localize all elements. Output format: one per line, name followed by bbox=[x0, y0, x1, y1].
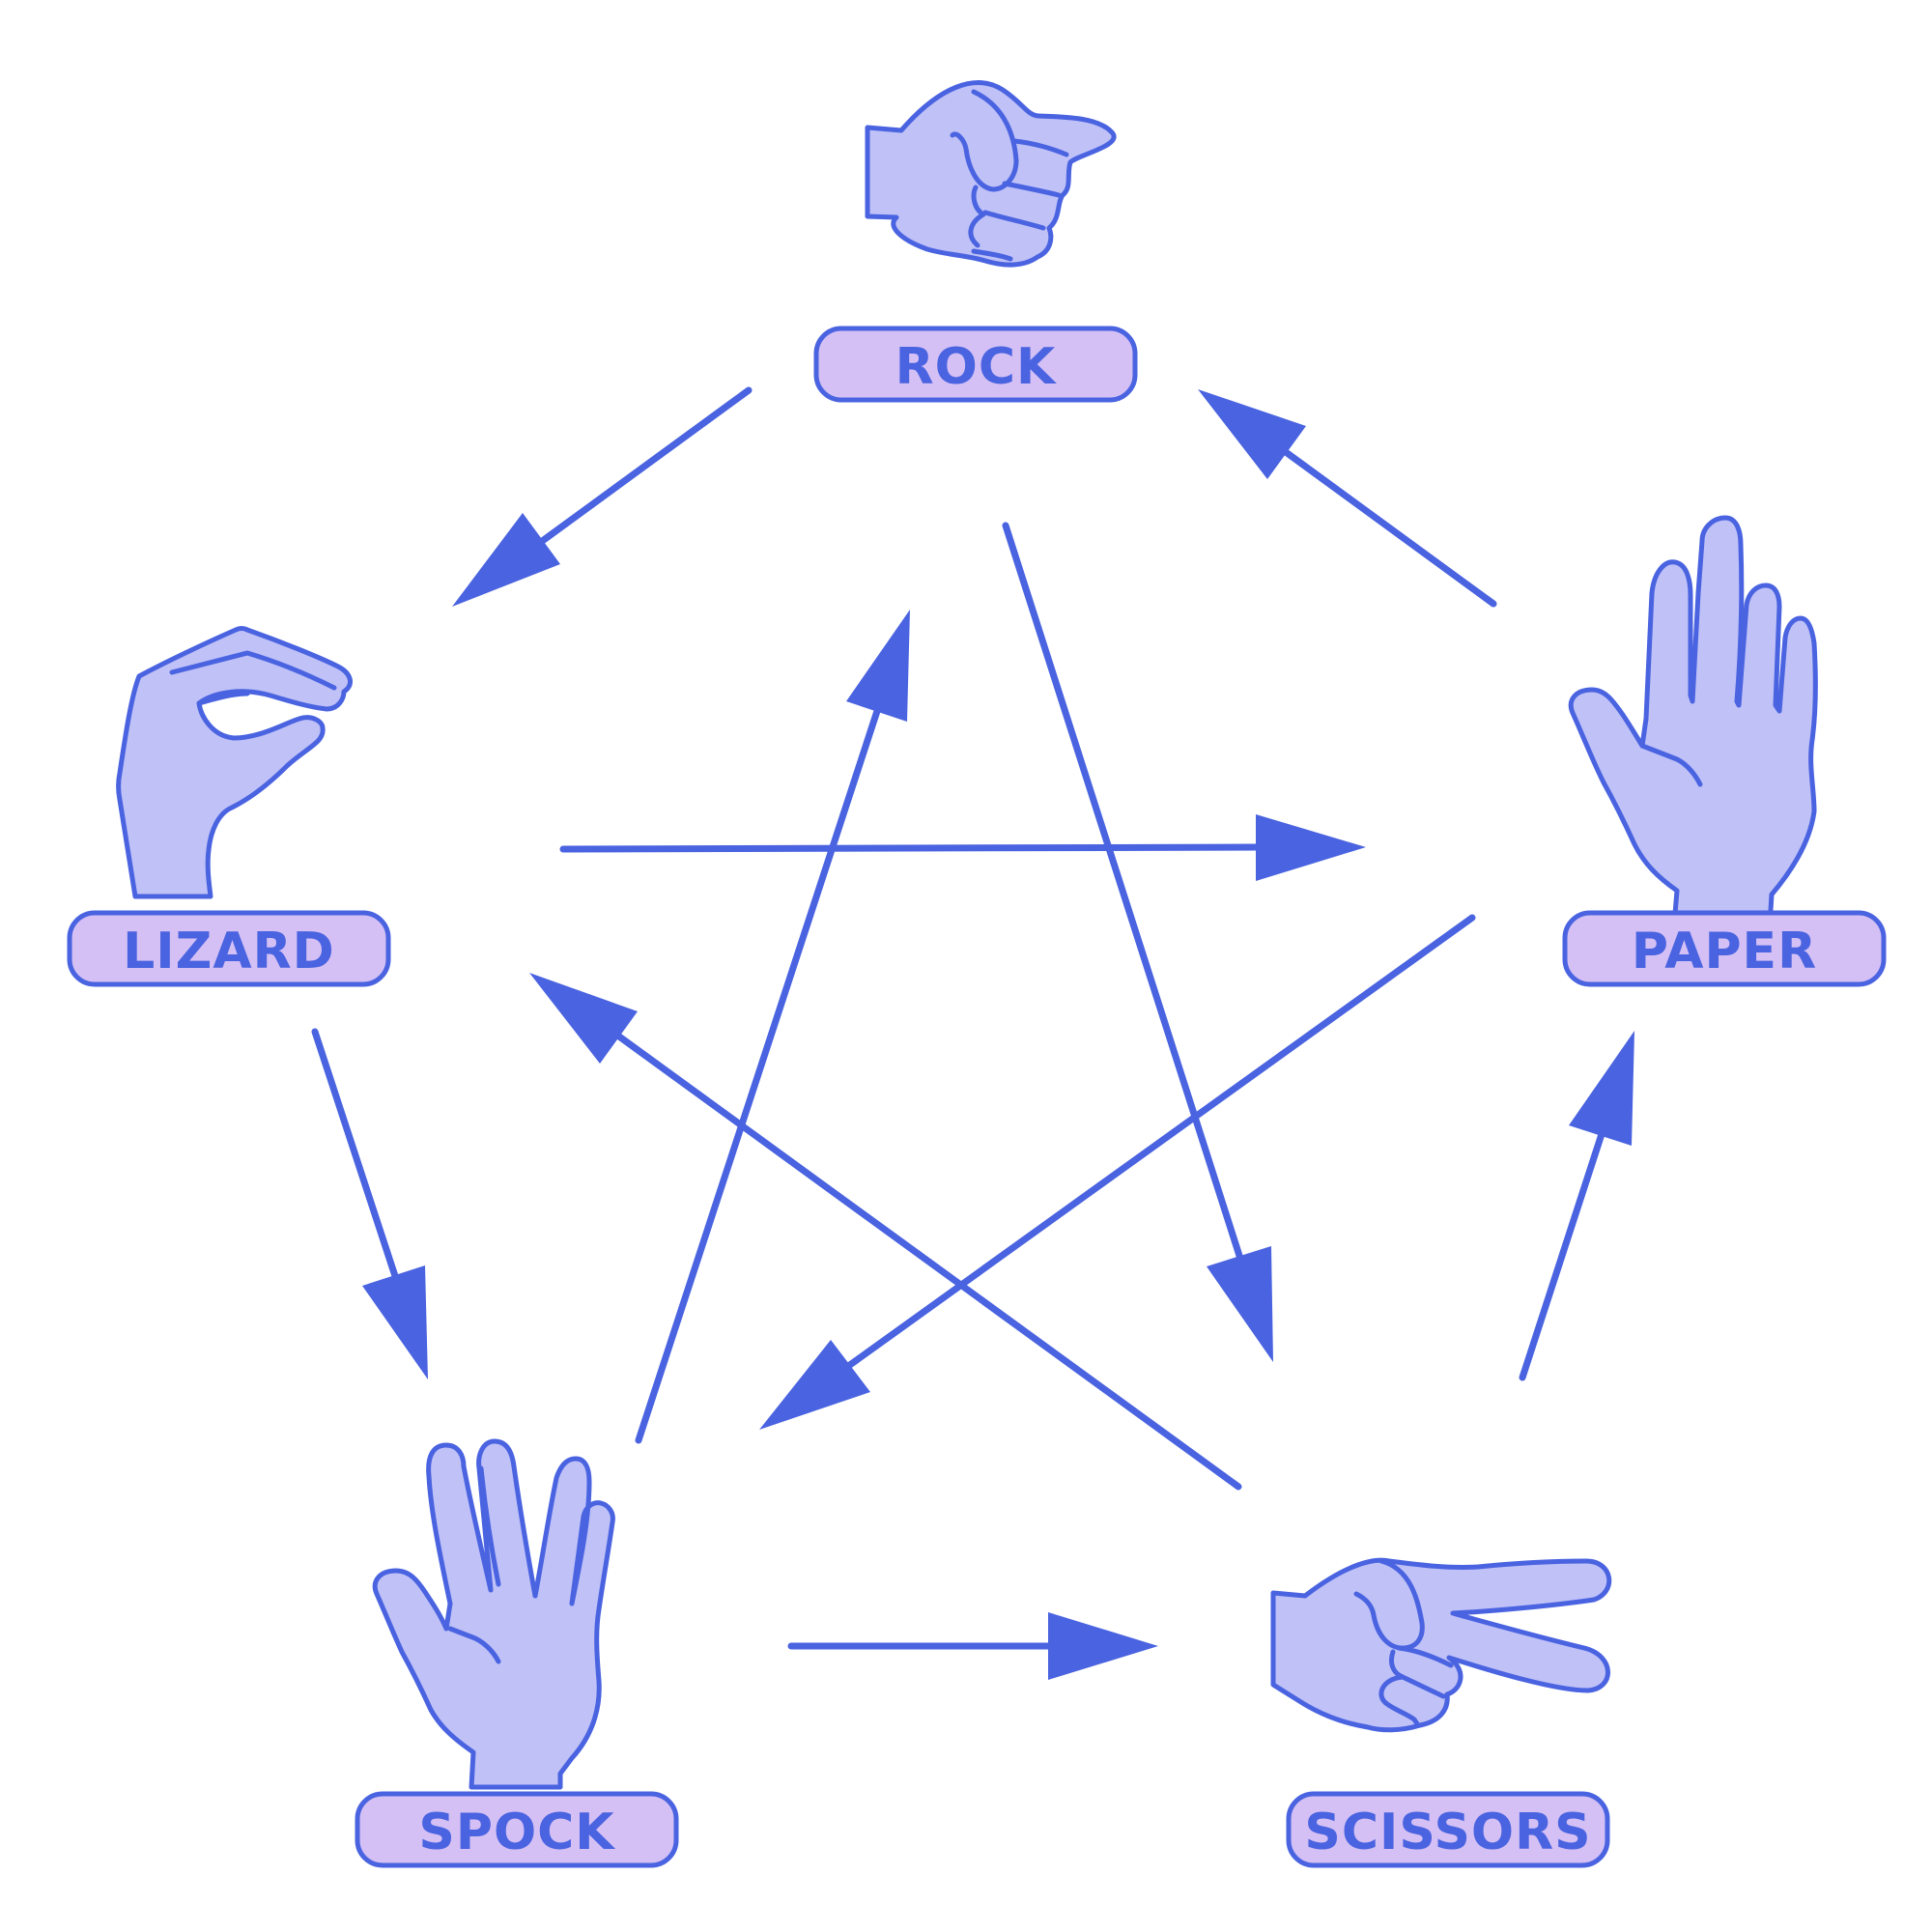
relationship-arrows bbox=[311, 386, 1634, 1680]
lizard-label: LIZARD bbox=[123, 923, 335, 980]
label-box bbox=[67, 910, 391, 987]
arrow-paper-to-rock bbox=[1198, 389, 1497, 608]
arrowhead bbox=[759, 1340, 870, 1430]
arrow-spock-to-rock bbox=[635, 610, 910, 1444]
node-labels: ROCK PAPER SCISSORS SPOCK LIZARD bbox=[67, 326, 1887, 1868]
arrow-line bbox=[537, 386, 753, 546]
label-rock: ROCK bbox=[813, 326, 1138, 403]
arrow-spock-to-scissors bbox=[787, 1612, 1158, 1680]
paper-label: PAPER bbox=[1632, 923, 1817, 980]
arrowhead bbox=[1048, 1612, 1158, 1680]
arrow-line bbox=[311, 1028, 400, 1283]
rock-label: ROCK bbox=[895, 338, 1057, 396]
arrow-line bbox=[559, 843, 1262, 853]
label-spock: SPOCK bbox=[355, 1791, 679, 1868]
arrowhead bbox=[1198, 389, 1306, 479]
arrow-line bbox=[843, 914, 1476, 1371]
arrowhead bbox=[529, 973, 638, 1064]
vulcan-salute-icon bbox=[372, 1438, 615, 1790]
arrow-lizard-to-spock bbox=[311, 1028, 428, 1379]
arrowhead bbox=[452, 513, 560, 607]
arrow-paper-to-spock bbox=[759, 914, 1476, 1430]
label-box bbox=[1562, 910, 1887, 987]
scissors-label: SCISSORS bbox=[1304, 1804, 1591, 1861]
arrow-line bbox=[1519, 1130, 1605, 1381]
label-scissors: SCISSORS bbox=[1286, 1791, 1610, 1868]
paper-hand-outline bbox=[1568, 515, 1818, 928]
label-box bbox=[813, 326, 1138, 403]
arrowhead bbox=[362, 1265, 428, 1379]
arrow-scissors-to-paper bbox=[1519, 1031, 1634, 1381]
arrowhead bbox=[846, 610, 910, 722]
arrow-rock-to-lizard bbox=[452, 386, 753, 607]
arrow-line bbox=[1282, 448, 1497, 608]
arrowhead bbox=[1207, 1246, 1273, 1362]
arrow-line bbox=[1002, 522, 1244, 1263]
label-box bbox=[355, 1791, 679, 1868]
arrow-lizard-to-paper bbox=[559, 814, 1366, 881]
arrowhead bbox=[1256, 814, 1366, 881]
scissors-hand-icon bbox=[1270, 1557, 1612, 1733]
arrowhead bbox=[1569, 1031, 1634, 1146]
label-paper: PAPER bbox=[1562, 910, 1887, 987]
spock-label: SPOCK bbox=[418, 1804, 615, 1861]
lizard-hand-icon bbox=[116, 626, 354, 899]
arrow-line bbox=[615, 1033, 1242, 1491]
arrow-scissors-to-lizard bbox=[529, 973, 1242, 1491]
label-box bbox=[1286, 1791, 1610, 1868]
label-lizard: LIZARD bbox=[67, 910, 391, 987]
arrow-line bbox=[635, 704, 882, 1444]
arrow-rock-to-scissors bbox=[1002, 522, 1273, 1362]
fist-icon bbox=[865, 80, 1117, 268]
